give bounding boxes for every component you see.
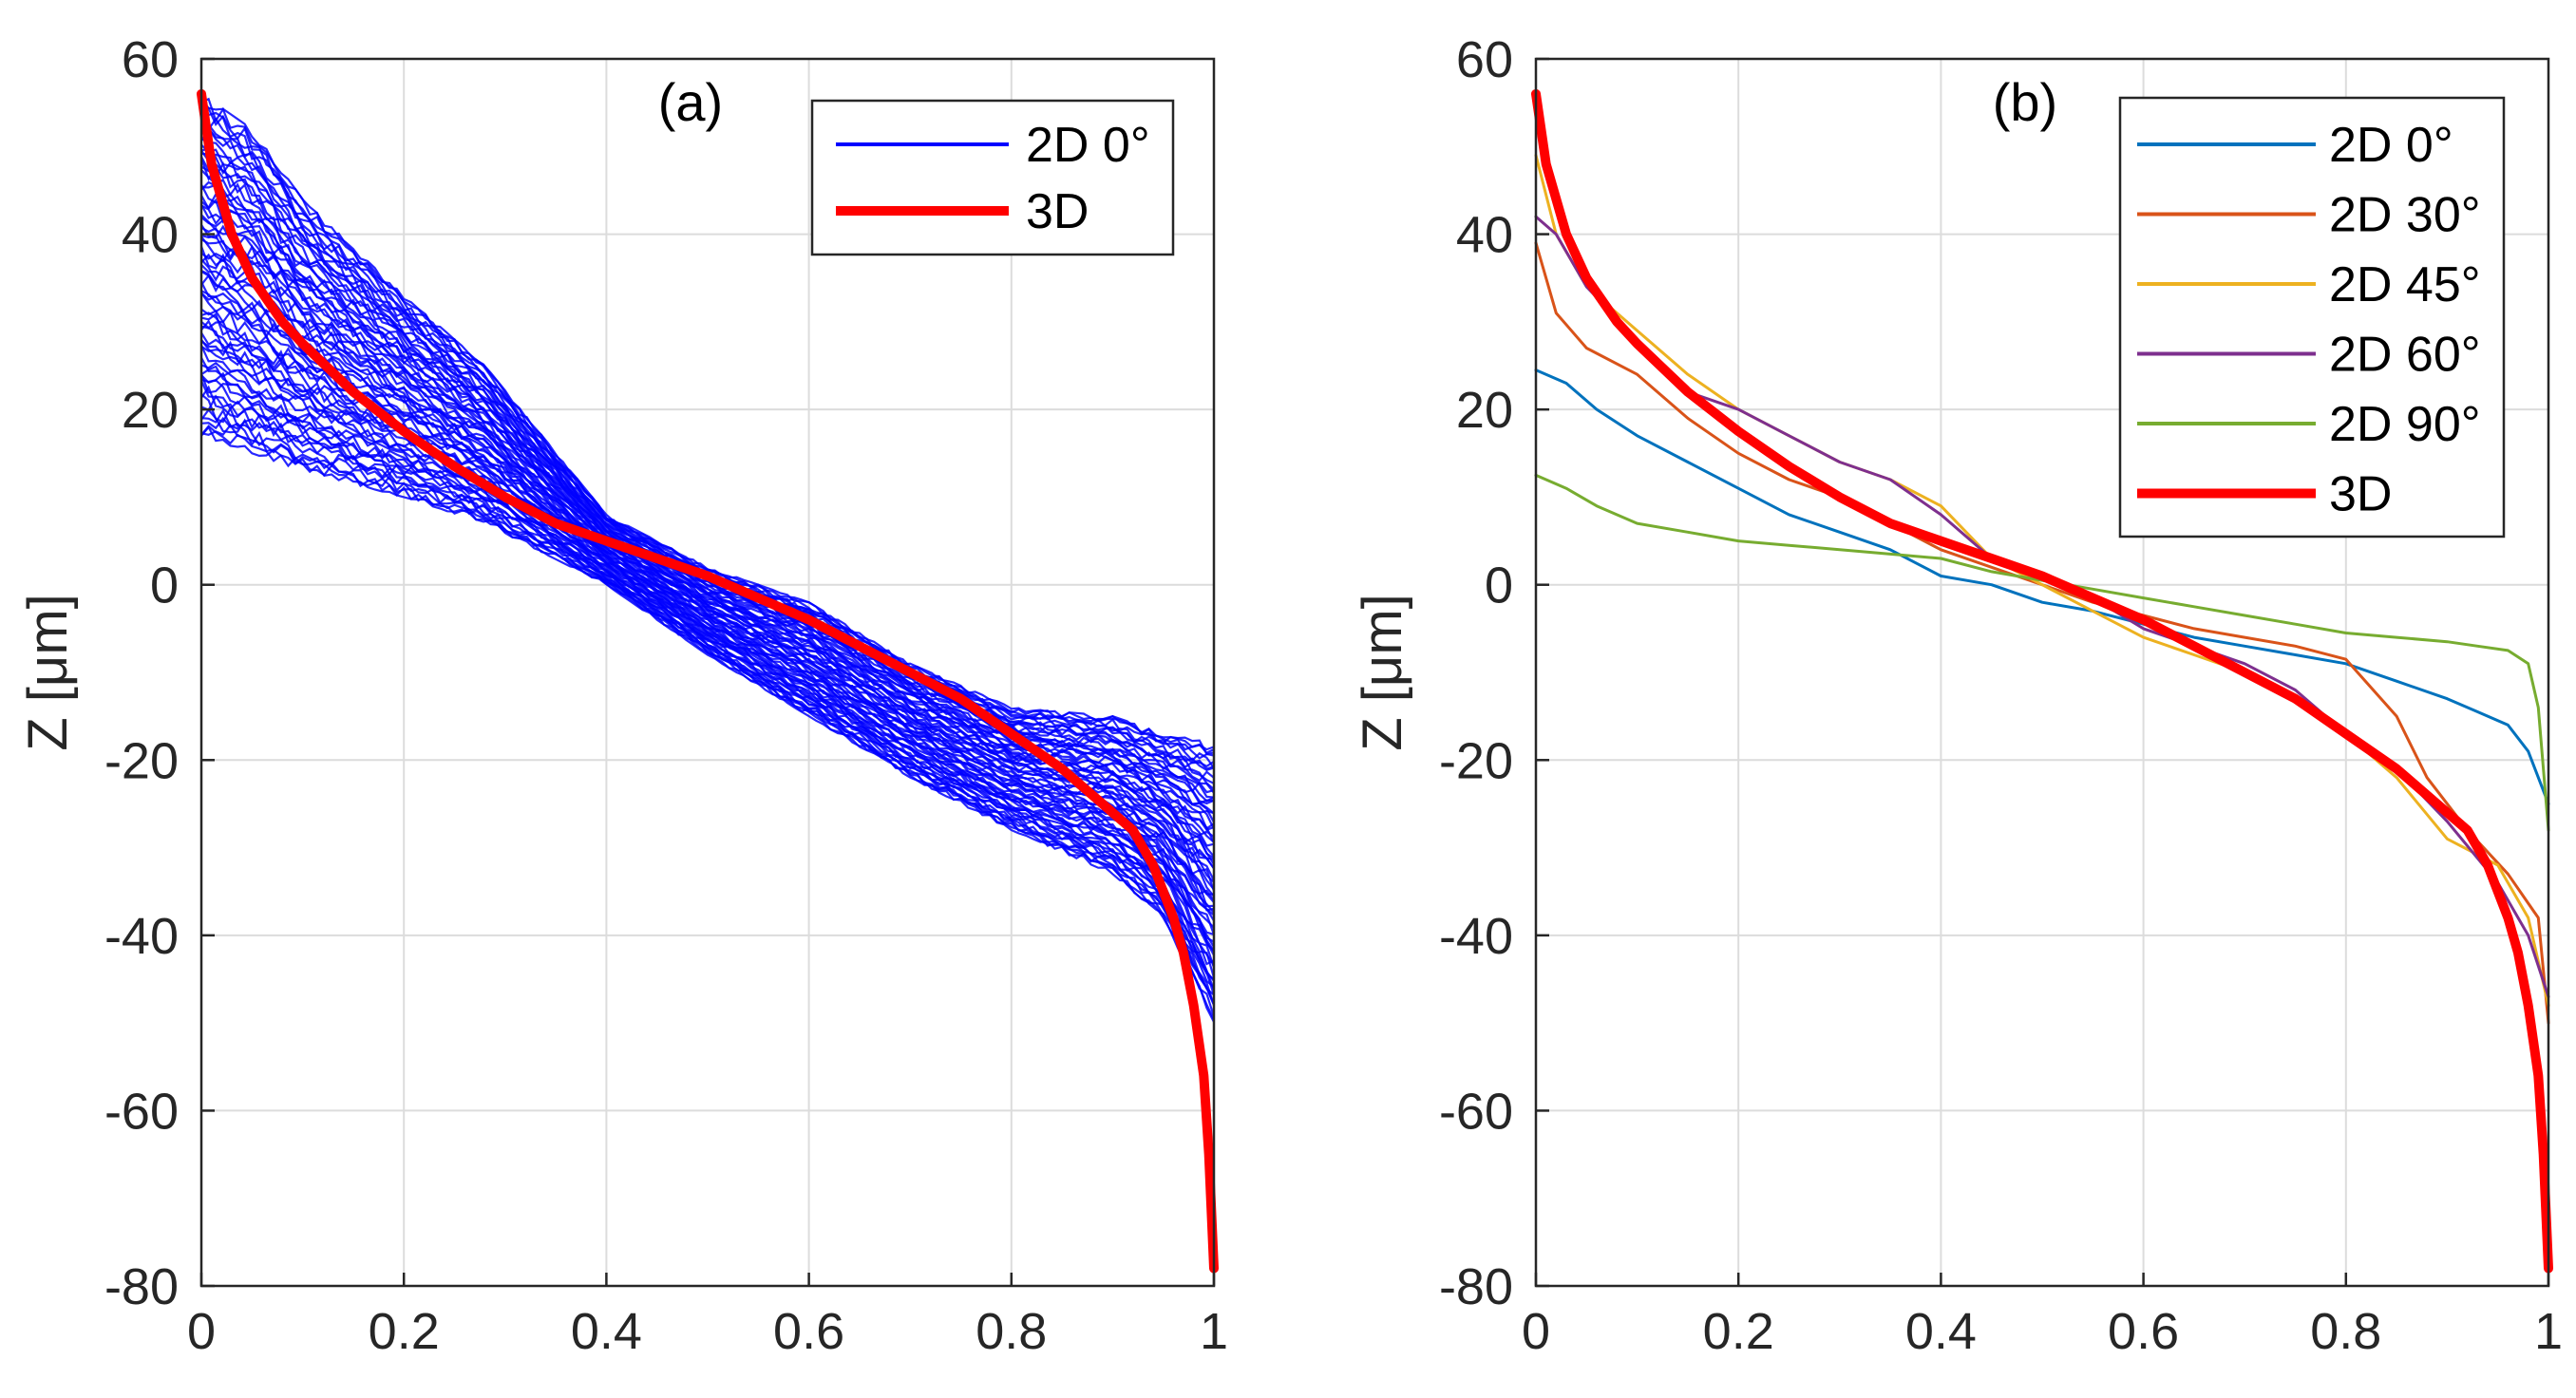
panel-a-ticks: 0 0.2 0.4 0.6 0.8 1 60 40 20 0 -20 -40 -60 -80 (104, 31, 1228, 1360)
panel-a-x-tick-label: 0.4 (571, 1303, 642, 1360)
panel-a-x-tick-label: 0.6 (773, 1303, 844, 1360)
panel-a-y-tick-label: -60 (104, 1083, 179, 1140)
panel-a-y-tick-label: -40 (104, 908, 179, 965)
panel-a-chart: 0 0.2 0.4 0.6 0.8 1 60 40 20 0 -20 -40 -60 -80 Z [μm]… (17, 31, 1228, 1360)
panel-b-y-tick-label: 20 (1456, 382, 1513, 439)
panel-a-x-tick-label: 1 (1200, 1303, 1228, 1360)
panel-b-chart: 0 0.2 0.4 0.6 0.8 1 60 40 20 0 -20 -40 -60 -80 Z [μm]… (1352, 31, 2563, 1360)
panel-a-axes-box (199, 57, 1216, 1288)
panel-a-series-2d-0-profile-line (200, 416, 1216, 1006)
panel-b-x-tick-label: 0 (1522, 1303, 1550, 1360)
panel-b-legend: 2D 0° 2D 30° 2D 45° 2D 60° 2D 90° 3D (2118, 96, 2506, 538)
panel-a-data-layer (197, 88, 1219, 1274)
panel-b-legend-box (2118, 96, 2506, 538)
panel-a-series-2d-0-profile-line (200, 98, 1215, 751)
panel-a-series-2d-0-profile-line (200, 371, 1216, 978)
panel-a-y-tick-label: 0 (150, 557, 179, 614)
panel-b-y-tick-label: -40 (1439, 908, 1513, 965)
panel-b-x-tick-label: 0.8 (2310, 1303, 2381, 1360)
panel-b-data-layer (1531, 88, 2553, 1274)
panel-b-x-tick-label: 0.2 (1703, 1303, 1774, 1360)
panel-a-series-2d-0-profile-line (200, 156, 1215, 794)
panel-b-tag: (b) (1993, 72, 2057, 132)
panel-b-legend-label-2d-30: 2D 30° (2329, 188, 2481, 243)
panel-a-series-3d-line (197, 88, 1219, 1274)
panel-a-series-2d-0-profile-line (200, 320, 1215, 929)
panel-a-y-axis-label: Z [μm] (17, 594, 79, 751)
panel-a-legend-label-3d: 3D (1026, 184, 1089, 239)
panel-a-tag: (a) (658, 72, 723, 132)
panel-a-legend-label-2d-0: 2D 0° (1026, 118, 1150, 173)
panel-a-legend: 2D 0° 3D (810, 99, 1175, 256)
panel-b-y-tick-label: 60 (1456, 31, 1513, 88)
panel-a-y-tick-label: -20 (104, 732, 179, 789)
panel-a-x-tick-label: 0.8 (975, 1303, 1047, 1360)
panel-a-series-2d-0-profile-line (200, 423, 1216, 1017)
panel-a-y-tick-label: 20 (122, 382, 179, 439)
panel-a-series-2d-0-profile-line (200, 393, 1215, 996)
panel-b-legend-label-2d-90: 2D 90° (2329, 397, 2481, 452)
panel-b-axes-box (1534, 57, 2550, 1288)
panel-b-y-tick-label: 0 (1485, 557, 1513, 614)
panel-b-series-2d-90-line (1534, 473, 2550, 832)
panel-b-ticks: 0 0.2 0.4 0.6 0.8 1 60 40 20 0 -20 -40 -60 -80 (1439, 31, 2563, 1360)
panel-a-x-tick-label: 0 (187, 1303, 216, 1360)
panel-b-y-axis-label: Z [μm] (1352, 594, 1413, 751)
panel-a-y-tick-label: 40 (122, 207, 179, 264)
panel-b-x-tick-label: 0.6 (2108, 1303, 2179, 1360)
panel-b-legend-label-2d-0: 2D 0° (2329, 118, 2453, 173)
panel-a-y-tick-label: -80 (104, 1258, 179, 1315)
panel-a-legend-box (810, 99, 1175, 256)
panel-b-series-2d-0-line (1534, 368, 2550, 805)
panel-b-legend-label-2d-60: 2D 60° (2329, 328, 2481, 383)
panel-a-series-2d-0-profile-line (200, 183, 1215, 823)
panel-b-y-tick-label: 40 (1456, 207, 1513, 264)
panel-a-series-2d-0-profile-line (200, 339, 1215, 956)
panel-a-y-tick-label: 60 (122, 31, 179, 88)
panel-a-x-tick-label: 0.2 (369, 1303, 440, 1360)
panel-b-series-2d-30-line (1534, 241, 2550, 1025)
panel-b-y-tick-label: -60 (1439, 1083, 1513, 1140)
panel-b-x-tick-label: 0.4 (1905, 1303, 1977, 1360)
panel-b-y-tick-label: -20 (1439, 732, 1513, 789)
panel-b-legend-label-3d: 3D (2329, 467, 2392, 522)
panel-b-legend-label-2d-45: 2D 45° (2329, 257, 2481, 312)
panel-b-x-tick-label: 1 (2534, 1303, 2563, 1360)
panel-b-series-3d-line (1531, 88, 2553, 1274)
panel-a-series-2d-0-profile-line (200, 234, 1215, 865)
panel-a-series-2d-0-profile-line (200, 365, 1215, 966)
panel-b-y-tick-label: -80 (1439, 1258, 1513, 1315)
panel-a-series-2d-0-profile-line (200, 270, 1215, 891)
panel-b-series-2d-45-line (1534, 154, 2550, 1008)
